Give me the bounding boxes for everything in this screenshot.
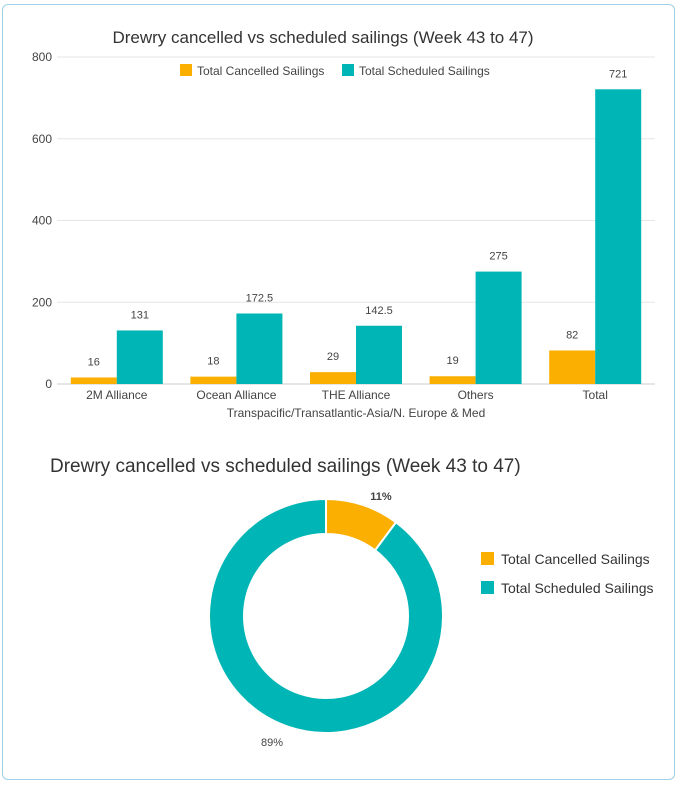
legend-swatch-cancelled: [180, 64, 192, 76]
bar-scheduled-3: [475, 271, 522, 384]
data-label-scheduled-2: 142.5: [365, 305, 393, 317]
bar-chart-title: Drewry cancelled vs scheduled sailings (…: [112, 28, 533, 47]
data-label-cancelled-0: 16: [88, 356, 100, 368]
x-tick-label: THE Alliance: [322, 388, 391, 402]
data-label-cancelled-4: 82: [566, 329, 578, 341]
data-label-cancelled-2: 29: [327, 351, 339, 363]
bar-x-axis-label: Transpacific/Transatlantic-Asia/N. Europ…: [227, 406, 486, 420]
bar-series: [70, 89, 642, 384]
bar-cancelled-2: [310, 372, 356, 384]
y-tick-label: 600: [32, 132, 52, 146]
legend-label-cancelled: Total Cancelled Sailings: [197, 64, 324, 78]
bar-cancelled-0: [70, 377, 117, 384]
bar-scheduled-1: [236, 313, 283, 384]
chart-frame: [2, 4, 675, 780]
data-label-scheduled-4: 721: [609, 68, 627, 80]
bar-cancelled-1: [190, 376, 237, 384]
x-tick-label: Ocean Alliance: [196, 388, 276, 402]
x-tick-label: 2M Alliance: [86, 388, 148, 402]
bar-legend: Total Cancelled Sailings Total Scheduled…: [180, 64, 490, 78]
y-tick-label: 400: [32, 214, 52, 228]
bar-scheduled-4: [595, 89, 642, 384]
bar-cancelled-4: [549, 350, 596, 384]
bar-data-labels: 16 131 18 172.5 29 142.5 19 275 82 721: [88, 68, 628, 368]
data-label-cancelled-3: 19: [446, 355, 458, 367]
x-tick-label: Total: [583, 388, 608, 402]
bar-cancelled-3: [429, 376, 476, 384]
data-label-cancelled-1: 18: [207, 356, 219, 368]
data-label-scheduled-3: 275: [489, 251, 507, 263]
y-tick-label: 800: [32, 50, 52, 64]
bar-scheduled-2: [356, 325, 402, 384]
bar-chart: Drewry cancelled vs scheduled sailings (…: [32, 28, 655, 420]
legend-swatch-scheduled: [342, 64, 354, 76]
data-label-scheduled-0: 131: [131, 309, 149, 321]
x-tick-label: Others: [458, 388, 494, 402]
legend-label-scheduled: Total Scheduled Sailings: [359, 64, 490, 78]
y-tick-label: 0: [45, 377, 52, 391]
bar-scheduled-0: [116, 330, 163, 384]
y-tick-label: 200: [32, 295, 52, 309]
data-label-scheduled-1: 172.5: [246, 292, 274, 304]
bar-x-ticks: 2M Alliance Ocean Alliance THE Alliance Oth…: [86, 388, 608, 402]
